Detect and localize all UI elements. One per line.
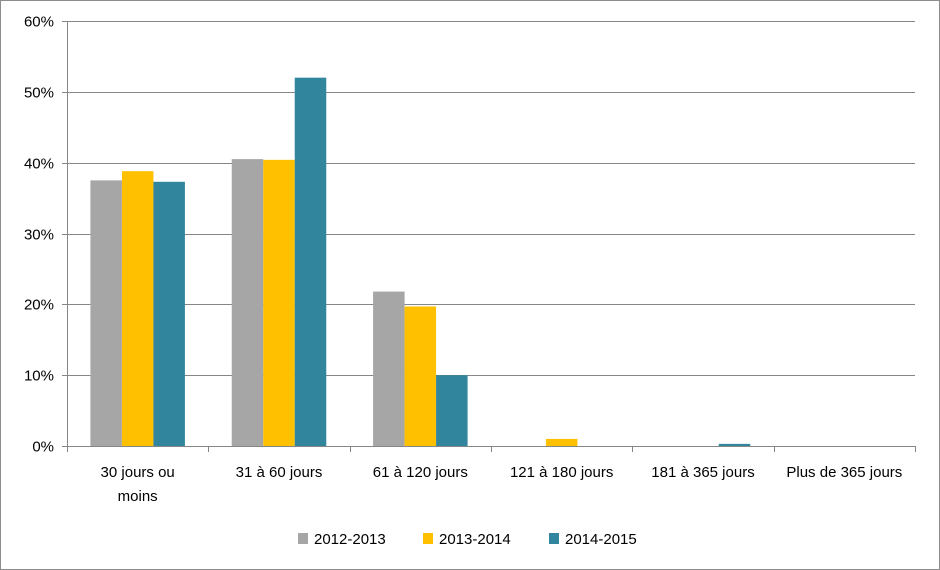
axes (62, 21, 916, 452)
y-tick-label: 30% (24, 227, 54, 244)
gridlines (67, 21, 915, 376)
legend-swatch (549, 533, 559, 544)
y-tick-label: 10% (24, 368, 54, 385)
x-category-label: 30 jours ou (101, 464, 175, 481)
bar-2014-2015 (294, 77, 327, 447)
bar-2012-2013 (231, 159, 264, 446)
x-category-label: 31 à 60 jours (236, 464, 323, 481)
y-tick-label: 20% (24, 297, 54, 314)
bar-2014-2015 (718, 443, 751, 446)
y-tick-label: 40% (24, 156, 54, 173)
bars (90, 77, 751, 447)
legend-swatch (423, 533, 433, 544)
y-tick-label: 60% (24, 14, 54, 31)
legend-label: 2014-2015 (565, 531, 637, 548)
bar-2013-2014 (121, 171, 154, 446)
bar-2014-2015 (153, 181, 185, 446)
legend: 2012-2013 2013-2014 2014-2015 (298, 531, 637, 548)
bar-2013-2014 (263, 159, 295, 447)
bar-2012-2013 (90, 180, 122, 446)
bar-2013-2014 (404, 306, 437, 446)
x-category-label: 61 à 120 jours (373, 464, 468, 481)
bar-2013-2014 (545, 438, 578, 446)
bar-2012-2013 (373, 291, 405, 446)
y-tick-labels: 0% 10% 20% 30% 40% 50% 60% (24, 14, 54, 456)
x-category-label: Plus de 365 jours (786, 464, 902, 481)
legend-label: 2013-2014 (439, 531, 511, 548)
x-category-label: moins (118, 488, 158, 505)
x-category-label: 181 à 365 jours (651, 464, 754, 481)
legend-swatch (298, 533, 308, 544)
x-category-labels: 30 jours ou moins 31 à 60 jours 61 à 120 jo… (101, 464, 903, 505)
legend-label: 2012-2013 (314, 531, 386, 548)
bar-2014-2015 (436, 375, 468, 446)
y-tick-label: 0% (32, 439, 54, 456)
y-tick-label: 50% (24, 85, 54, 102)
x-category-label: 121 à 180 jours (510, 464, 613, 481)
